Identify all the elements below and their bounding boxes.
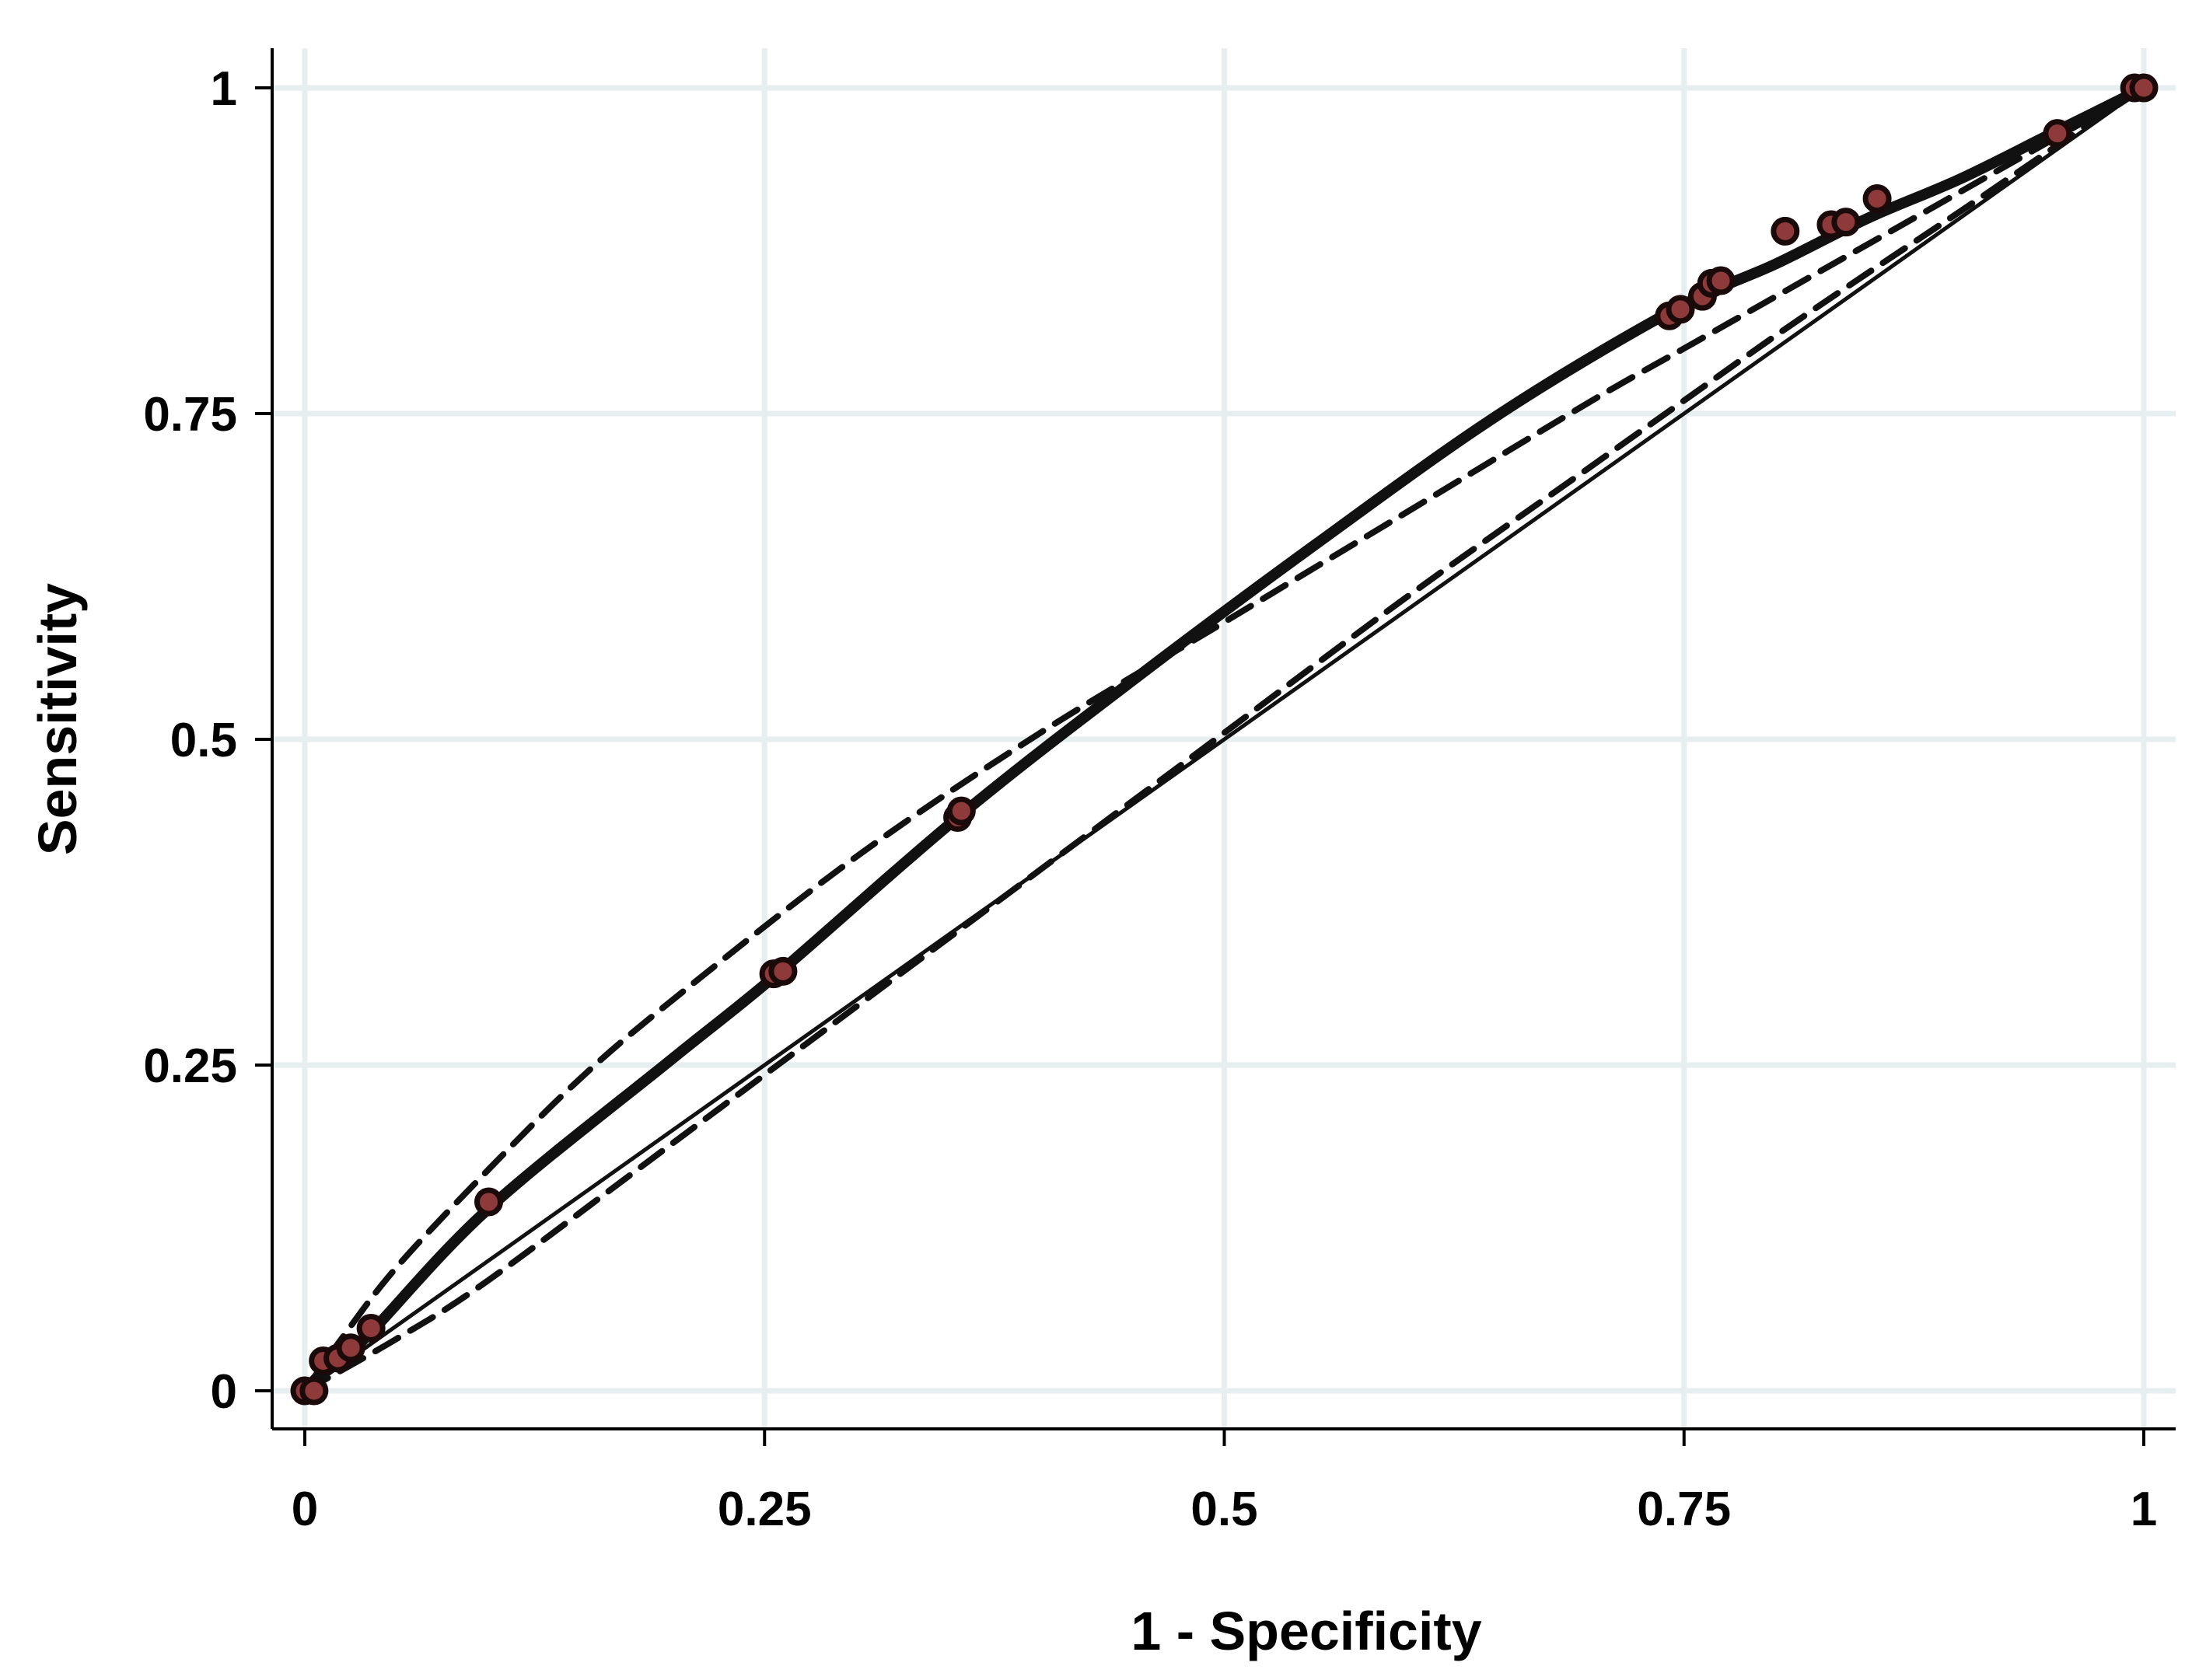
data-point <box>1771 216 1800 246</box>
data-point <box>1666 295 1695 324</box>
y-tick-label: 0.75 <box>143 388 237 442</box>
data-point <box>336 1333 365 1363</box>
y-tick-label: 0.25 <box>143 1039 237 1093</box>
y-tick-label: 0.5 <box>170 714 237 767</box>
x-axis-title: 1 - Specificity <box>1131 1601 1481 1661</box>
data-points <box>290 73 2159 1406</box>
data-point <box>2129 73 2159 103</box>
data-point <box>2043 119 2072 148</box>
grid <box>272 48 2176 1429</box>
lower-confidence-line <box>302 85 2147 1394</box>
data-point <box>356 1314 386 1343</box>
x-tick-label: 1 <box>2131 1483 2157 1536</box>
x-tick-label: 0.25 <box>718 1483 812 1536</box>
y-axis-title: Sensitivity <box>27 583 88 855</box>
ticks: 0 0.25 0.5 0.75 1 0 0.25 0.5 0.75 1 <box>143 62 2157 1536</box>
reference-diagonal-line <box>302 86 2146 1393</box>
data-point <box>768 956 798 986</box>
x-tick-label: 0.75 <box>1637 1483 1731 1536</box>
series <box>299 82 2149 1396</box>
x-tick-label: 0 <box>292 1483 318 1536</box>
data-point <box>299 1376 329 1406</box>
x-tick-label: 0.5 <box>1190 1483 1257 1536</box>
data-point <box>1862 183 1892 213</box>
data-point <box>946 796 976 826</box>
data-point <box>474 1187 503 1217</box>
y-tick-label: 1 <box>211 62 237 116</box>
data-point <box>1706 266 1736 295</box>
roc-curve-line <box>299 82 2149 1396</box>
y-tick-label: 0 <box>211 1365 237 1419</box>
data-point <box>1831 208 1861 237</box>
